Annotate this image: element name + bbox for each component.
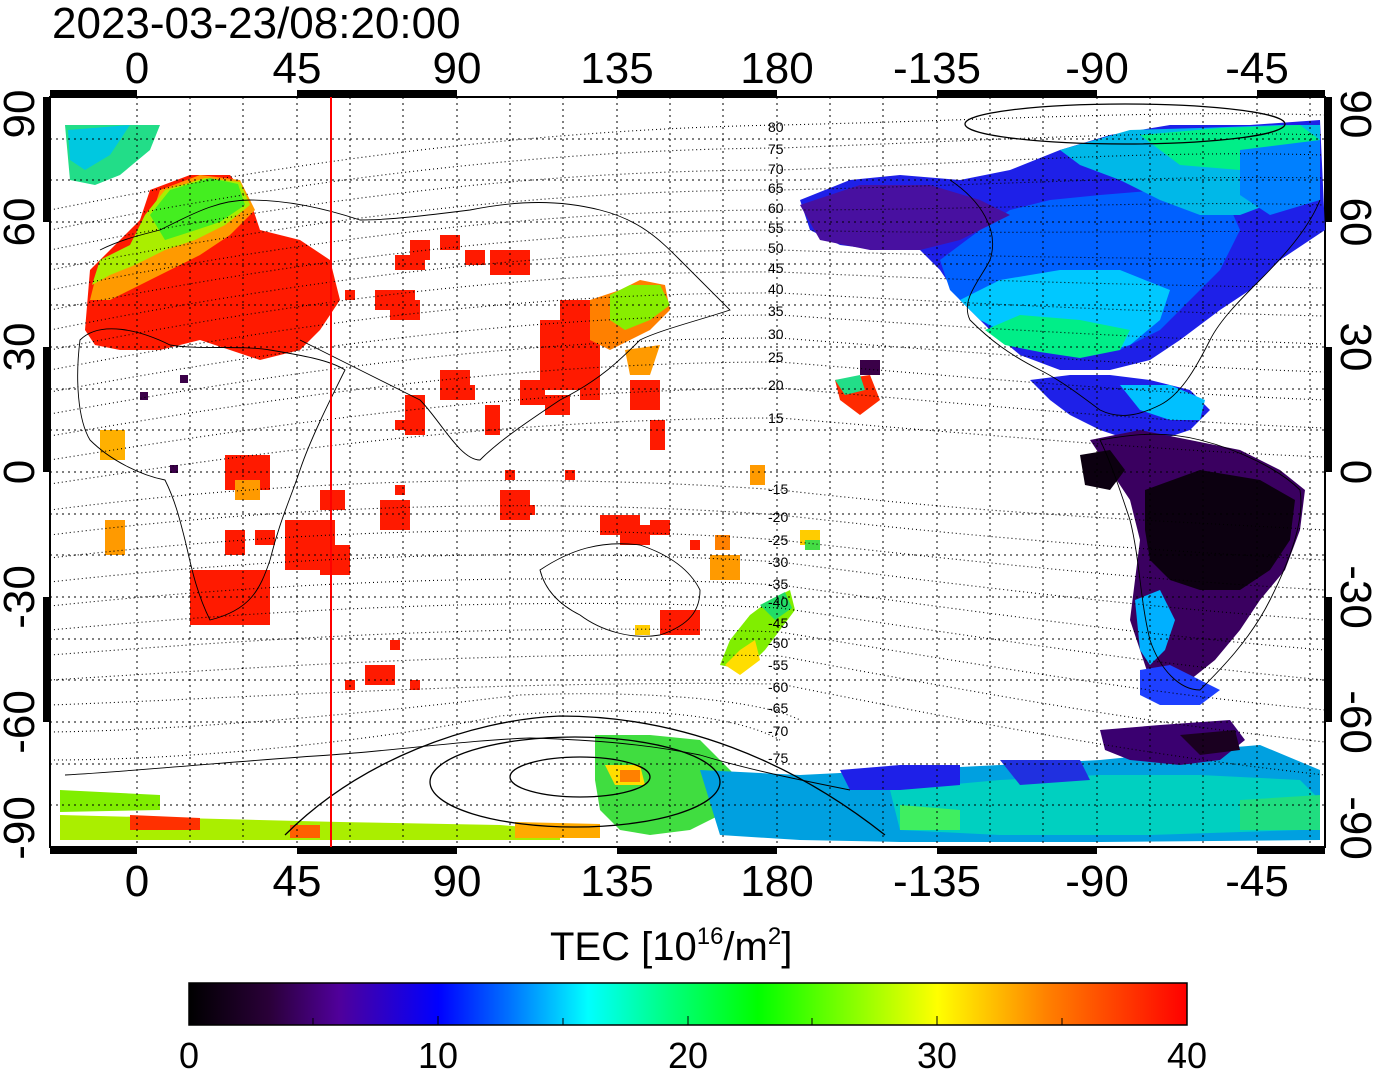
- lat-tick-label: -60: [1331, 690, 1374, 754]
- lat-tick-label: 30: [1331, 323, 1374, 372]
- lon-tick-label: 45: [273, 44, 322, 93]
- contour-label: 55: [768, 220, 784, 236]
- lon-tick-label: 45: [273, 857, 322, 906]
- lat-tick-label: -30: [1331, 565, 1374, 629]
- contour-label: 40: [768, 281, 784, 297]
- lat-tick-label: 90: [1331, 90, 1374, 139]
- contour-label: -20: [768, 509, 788, 525]
- auroral-oval-south: [284, 103, 1286, 836]
- contour-label: 75: [768, 141, 784, 157]
- lon-tick-label: -90: [1065, 857, 1129, 906]
- lat-tick-label: -30: [0, 565, 44, 629]
- magnetic-latitude-contours: [50, 113, 1325, 776]
- lon-tick-label: 90: [433, 857, 482, 906]
- lon-tick-label: 180: [740, 857, 813, 906]
- frame-tick-bands: [43, 90, 1332, 854]
- contour-label: -35: [768, 576, 788, 592]
- colorbar-tick-label: 40: [1167, 1035, 1207, 1073]
- contour-label: 35: [768, 303, 784, 319]
- lon-tick-label: -135: [893, 44, 981, 93]
- lon-tick-label: 135: [580, 857, 653, 906]
- contour-label: -30: [768, 554, 788, 570]
- lon-tick-label: -45: [1225, 44, 1289, 93]
- colorbar-tick-label: 0: [179, 1035, 199, 1073]
- lat-tick-label: -60: [0, 690, 44, 754]
- contour-label: -60: [768, 679, 788, 695]
- lon-tick-label: -135: [893, 857, 981, 906]
- lat-tick-label: -90: [1331, 796, 1374, 860]
- lon-tick-label: -45: [1225, 857, 1289, 906]
- colorbar: [188, 982, 1188, 1026]
- map-grid: [50, 97, 1325, 847]
- coastlines: [64, 179, 1321, 791]
- contour-label: -15: [768, 481, 788, 497]
- lon-tick-label: 0: [125, 44, 149, 93]
- lon-tick-label: -90: [1065, 44, 1129, 93]
- lon-tick-label: 180: [740, 44, 813, 93]
- contour-label: -50: [768, 635, 788, 651]
- colorbar-tick-label: 20: [668, 1035, 708, 1073]
- contour-label: 30: [768, 326, 784, 342]
- contour-label: 45: [768, 260, 784, 276]
- colorbar-tick-label: 30: [917, 1035, 957, 1073]
- contour-label: -45: [768, 615, 788, 631]
- contour-label: -55: [768, 657, 788, 673]
- contour-label: 25: [768, 349, 784, 365]
- contour-label: 60: [768, 200, 784, 216]
- contour-label: 20: [768, 377, 784, 393]
- colorbar-tick-label: 10: [418, 1035, 458, 1073]
- colorbar-title: TEC [1016/m2]: [550, 923, 792, 969]
- contour-label: 70: [768, 161, 784, 177]
- lat-tick-label: 60: [0, 198, 44, 247]
- contour-label: 50: [768, 240, 784, 256]
- bottom-longitude-axis: 0 45 90 135 180 -135 -90 -45: [125, 857, 1289, 906]
- lat-tick-label: 0: [0, 460, 44, 484]
- contour-label: 15: [768, 410, 784, 426]
- contour-label: -75: [768, 750, 788, 766]
- right-latitude-axis: 90 60 30 0 -30 -60 -90: [1331, 90, 1374, 860]
- contour-label: -25: [768, 532, 788, 548]
- contour-label: -40: [768, 594, 788, 610]
- contour-labels-north: 80 75 70 65 60 55 50 45 40 35 30 25 20 1…: [768, 119, 784, 426]
- contour-label: 65: [768, 180, 784, 196]
- lat-tick-label: 30: [0, 323, 44, 372]
- lon-tick-label: 0: [125, 857, 149, 906]
- lat-tick-label: 90: [0, 90, 44, 139]
- lat-tick-label: 0: [1331, 460, 1374, 484]
- contour-label: 80: [768, 119, 784, 135]
- lat-tick-label: 60: [1331, 198, 1374, 247]
- top-longitude-axis: 0 45 90 135 180 -135 -90 -45: [125, 44, 1289, 93]
- lon-tick-label: 135: [580, 44, 653, 93]
- timestamp-title: 2023-03-23/08:20:00: [52, 0, 461, 48]
- lon-tick-label: 90: [433, 44, 482, 93]
- left-latitude-axis: 90 60 30 0 -30 -60 -90: [0, 90, 44, 860]
- map-plot: 80 75 70 65 60 55 50 45 40 35 30 25 20 1…: [43, 90, 1332, 854]
- contour-label: -65: [768, 700, 788, 716]
- contour-label: -70: [768, 723, 788, 739]
- contour-labels-south: -15 -20 -25 -30 -35 -40 -45 -50 -55 -60 …: [768, 481, 788, 766]
- colorbar-ticks: 0 10 20 30 40: [179, 1035, 1207, 1073]
- lat-tick-label: -90: [0, 796, 44, 860]
